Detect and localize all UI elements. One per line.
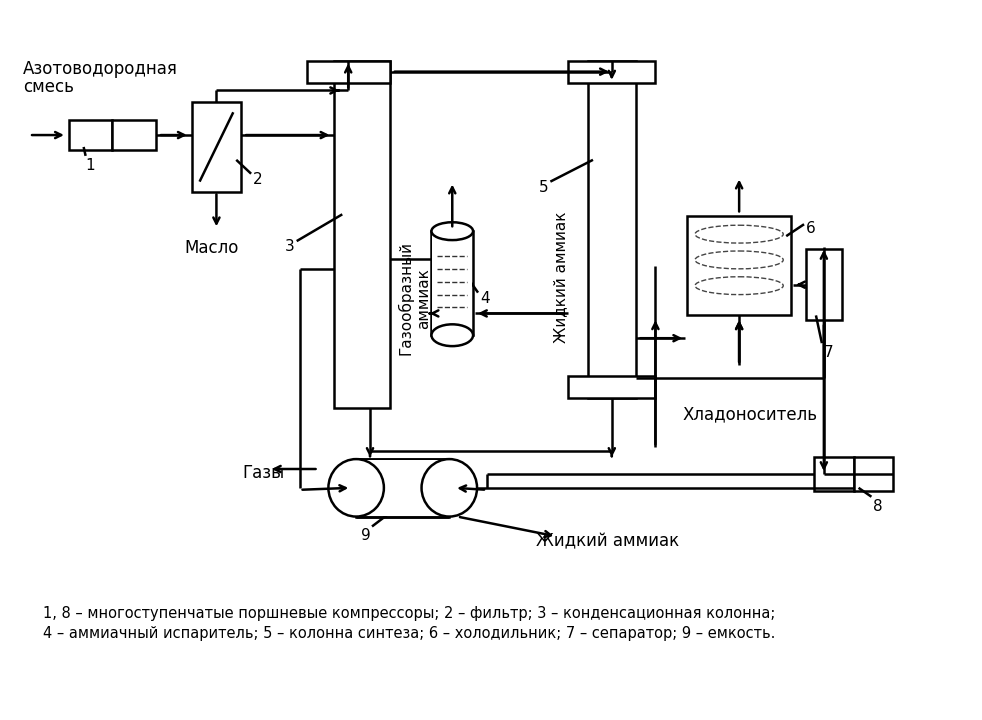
Text: 6: 6 — [806, 221, 816, 236]
Text: 4: 4 — [480, 291, 490, 305]
Text: 4 – аммиачный испаритель; 5 – колонна синтеза; 6 – холодильник; 7 – сепаратор; 9: 4 – аммиачный испаритель; 5 – колонна си… — [43, 626, 776, 641]
Bar — [356, 459, 450, 516]
Ellipse shape — [328, 459, 384, 516]
Text: Газообразный
аммиак: Газообразный аммиак — [398, 241, 431, 355]
Text: 8: 8 — [873, 499, 883, 514]
Text: Масло: Масло — [185, 239, 239, 257]
Bar — [588, 60, 635, 397]
Bar — [814, 457, 853, 491]
Text: 3: 3 — [285, 239, 295, 254]
Bar — [69, 120, 112, 150]
Text: Хладоноситель: Хладоноситель — [682, 405, 817, 423]
Text: Жидкий аммиак: Жидкий аммиак — [553, 212, 568, 343]
Ellipse shape — [431, 222, 473, 240]
Text: 2: 2 — [253, 172, 263, 186]
Bar — [112, 120, 156, 150]
Text: Газы: Газы — [243, 464, 285, 482]
Ellipse shape — [431, 324, 473, 346]
Bar — [306, 60, 390, 83]
Bar — [334, 60, 390, 408]
Text: Азотоводородная: Азотоводородная — [24, 60, 178, 78]
Text: 9: 9 — [361, 528, 371, 544]
Bar — [569, 60, 655, 83]
Bar — [191, 102, 242, 192]
Text: 7: 7 — [824, 345, 834, 360]
Ellipse shape — [421, 459, 477, 516]
Bar — [569, 376, 655, 397]
Bar — [687, 216, 791, 315]
Bar — [432, 232, 472, 334]
Bar — [853, 457, 894, 491]
Bar — [357, 460, 449, 516]
Text: 5: 5 — [538, 180, 548, 194]
Text: 1, 8 – многоступенчатые поршневые компрессоры; 2 – фильтр; 3 – конденсационная к: 1, 8 – многоступенчатые поршневые компре… — [43, 606, 776, 621]
Text: Жидкий аммиак: Жидкий аммиак — [536, 532, 680, 550]
Text: 1: 1 — [85, 158, 95, 173]
Text: смесь: смесь — [24, 78, 74, 96]
Bar — [806, 249, 842, 320]
Bar — [431, 231, 473, 336]
